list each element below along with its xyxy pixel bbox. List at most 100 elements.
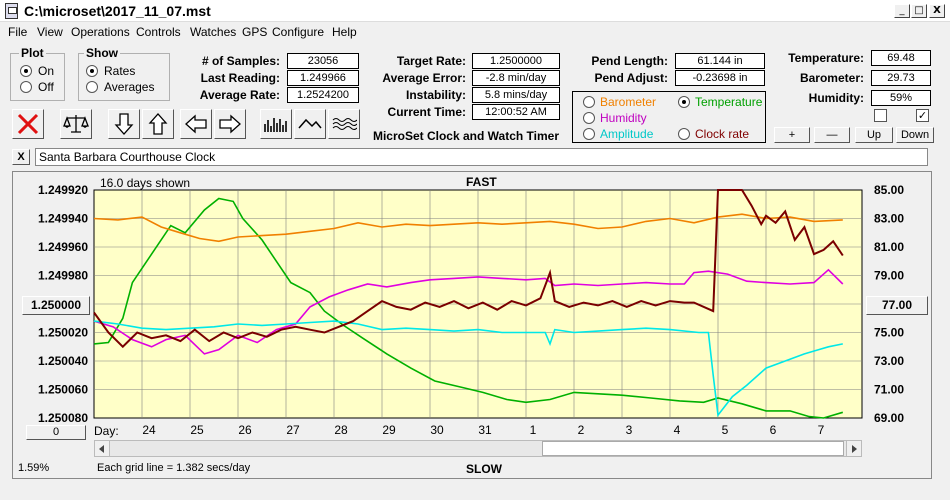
y-left-tick-label: 1.249940	[38, 212, 88, 226]
day-prefix-label: Day:	[94, 424, 119, 438]
scale-down-button[interactable]: Down	[896, 127, 934, 143]
y-left-tick-label: 1.249920	[38, 183, 88, 197]
x-tick-label: 30	[430, 423, 444, 437]
y-left-tick-label: 1.249960	[38, 240, 88, 254]
series-temperature-label: Temperature	[695, 95, 763, 109]
chart-frame	[12, 171, 932, 479]
scale-minus-button[interactable]: —	[814, 127, 850, 143]
humidity-label: Humidity:	[808, 91, 864, 105]
series-amplitude-label: Amplitude	[600, 127, 654, 141]
percent-label: 1.59%	[18, 462, 50, 474]
balance-button[interactable]	[60, 109, 92, 139]
left-arrow-button[interactable]	[180, 109, 212, 139]
red-x-icon	[17, 113, 39, 135]
series-line-clock-rate	[93, 189, 844, 349]
target-rate-label: Target Rate:	[396, 54, 466, 68]
barometer-value: 29.73	[871, 70, 931, 86]
scroll-left-button[interactable]	[94, 440, 110, 457]
y-left-tick-label: 1.250020	[38, 326, 88, 340]
series-temperature-radio[interactable]	[678, 96, 690, 108]
arrow-right-icon	[219, 114, 241, 134]
x-tick-label: 26	[238, 423, 252, 437]
scroll-right-icon	[852, 444, 857, 453]
scroll-right-button[interactable]	[846, 440, 862, 457]
menu-view[interactable]: View	[37, 25, 63, 39]
menu-watches[interactable]: Watches	[190, 25, 237, 39]
plot-on-label: On	[38, 64, 55, 78]
scale-up-button[interactable]: Up	[855, 127, 893, 143]
clock-name-input[interactable]: Santa Barbara Courthouse Clock	[35, 148, 928, 166]
y-left-tick-label: 1.250060	[38, 383, 88, 397]
show-rates-radio[interactable]	[86, 65, 98, 77]
arrow-left-icon	[185, 114, 207, 134]
minimize-button[interactable]: _	[894, 4, 910, 18]
series-humidity-radio[interactable]	[583, 112, 595, 124]
show-averages-radio[interactable]	[86, 81, 98, 93]
scroll-thumb[interactable]	[542, 441, 844, 456]
last-reading-value: 1.249966	[287, 70, 359, 86]
y-left-tick-label: 1.250040	[38, 354, 88, 368]
series-amplitude-radio[interactable]	[583, 128, 595, 140]
clear-clock-button[interactable]: X	[12, 149, 30, 165]
histogram-button[interactable]	[260, 109, 292, 139]
x-tick-label: 25	[190, 423, 204, 437]
app-icon[interactable]	[5, 3, 18, 19]
aux-checkbox-1[interactable]	[874, 109, 887, 122]
menu-controls[interactable]: Controls	[136, 25, 181, 39]
scale-plus-button[interactable]: +	[774, 127, 810, 143]
menu-configure[interactable]: Configure	[272, 25, 325, 39]
x-tick-label: 27	[286, 423, 300, 437]
down-arrow-button[interactable]	[108, 109, 140, 139]
show-averages-label: Averages	[104, 80, 155, 94]
slow-label: SLOW	[466, 462, 502, 476]
pend-adjust-label: Pend Adjust:	[594, 71, 668, 85]
stop-button[interactable]	[12, 109, 44, 139]
y-right-tick-label: 81.00	[874, 240, 904, 254]
menu-gps[interactable]: GPS	[242, 25, 268, 39]
samples-value: 23056	[287, 53, 359, 69]
title-bar: C:\microset\2017_11_07.mst _ □ X	[0, 0, 950, 22]
series-line-humidity	[93, 268, 844, 355]
grid-note-label: Each grid line = 1.382 secs/day	[97, 462, 251, 474]
right-arrow-button[interactable]	[214, 109, 246, 139]
show-group	[78, 53, 170, 101]
zero-offset-button[interactable]: 0	[26, 425, 86, 440]
plot-off-label: Off	[38, 80, 54, 94]
y-right-tick-label: 71.00	[874, 383, 904, 397]
center-rate-button[interactable]: 1.250000	[22, 296, 90, 315]
series-line-temperature	[93, 197, 844, 419]
plot-on-radio[interactable]	[20, 65, 32, 77]
x-tick-label: 24	[142, 423, 156, 437]
bar-chart-icon	[264, 118, 287, 132]
average-error-value: -2.8 min/day	[472, 70, 560, 86]
chart-ticks: 1.249920 1.249940 1.249960 1.249980 1.250020…	[38, 183, 904, 437]
y-left-tick-label: 1.250080	[38, 411, 88, 425]
y-right-tick-label: 75.00	[874, 326, 904, 340]
close-button[interactable]: X	[929, 4, 945, 18]
y-right-tick-label: 85.00	[874, 183, 904, 197]
waveform-icon	[332, 118, 357, 130]
x-tick-label: 31	[478, 423, 492, 437]
plot-off-radio[interactable]	[20, 81, 32, 93]
maximize-button[interactable]: □	[911, 4, 927, 18]
waveform-button[interactable]	[328, 109, 360, 139]
aux-checkbox-2[interactable]: ✓	[916, 109, 929, 122]
y-right-tick-label: 79.00	[874, 269, 904, 283]
fast-label: FAST	[466, 175, 497, 189]
center-temperature-button[interactable]: 77.00	[866, 296, 928, 315]
scroll-left-icon	[99, 444, 104, 453]
x-tick-label: 2	[578, 423, 585, 437]
humidity-value: 59%	[871, 90, 931, 106]
menu-file[interactable]: File	[8, 25, 28, 39]
x-tick-label: 28	[334, 423, 348, 437]
series-clock-rate-radio[interactable]	[678, 128, 690, 140]
menu-bar: File View Operations Controls Watches GP…	[0, 23, 950, 41]
series-barometer-radio[interactable]	[583, 96, 595, 108]
menu-operations[interactable]: Operations	[71, 25, 130, 39]
line-chart-button[interactable]	[294, 109, 326, 139]
menu-help[interactable]: Help	[332, 25, 357, 39]
up-arrow-button[interactable]	[142, 109, 174, 139]
pend-adjust-value: -0.23698 in	[675, 70, 765, 86]
show-group-label: Show	[84, 46, 120, 60]
